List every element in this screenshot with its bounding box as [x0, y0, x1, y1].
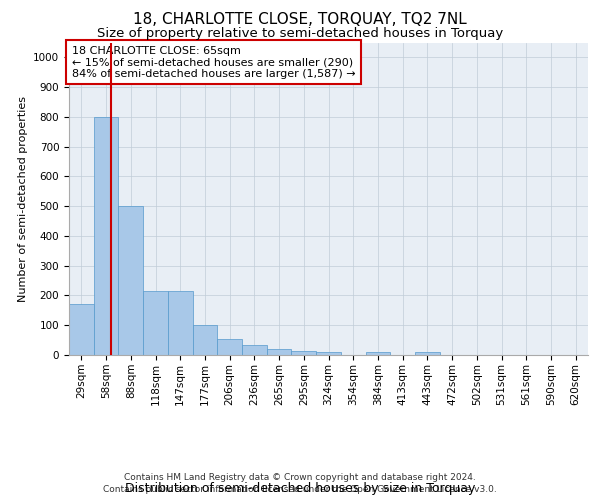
Text: Contains HM Land Registry data © Crown copyright and database right 2024.
Contai: Contains HM Land Registry data © Crown c…: [103, 472, 497, 494]
Bar: [143, 291, 168, 355]
Bar: [242, 344, 267, 355]
Text: 18, CHARLOTTE CLOSE, TORQUAY, TQ2 7NL: 18, CHARLOTTE CLOSE, TORQUAY, TQ2 7NL: [133, 12, 467, 28]
Bar: [118, 206, 143, 355]
Text: Distribution of semi-detached houses by size in Torquay: Distribution of semi-detached houses by …: [125, 482, 475, 495]
Bar: [217, 338, 242, 355]
Text: 18 CHARLOTTE CLOSE: 65sqm
← 15% of semi-detached houses are smaller (290)
84% of: 18 CHARLOTTE CLOSE: 65sqm ← 15% of semi-…: [71, 46, 355, 79]
Bar: [193, 325, 217, 355]
Bar: [69, 304, 94, 355]
Bar: [267, 349, 292, 355]
Bar: [316, 352, 341, 355]
Bar: [292, 350, 316, 355]
Text: Size of property relative to semi-detached houses in Torquay: Size of property relative to semi-detach…: [97, 28, 503, 40]
Bar: [94, 117, 118, 355]
Bar: [168, 291, 193, 355]
Bar: [365, 352, 390, 355]
Bar: [415, 352, 440, 355]
Y-axis label: Number of semi-detached properties: Number of semi-detached properties: [17, 96, 28, 302]
